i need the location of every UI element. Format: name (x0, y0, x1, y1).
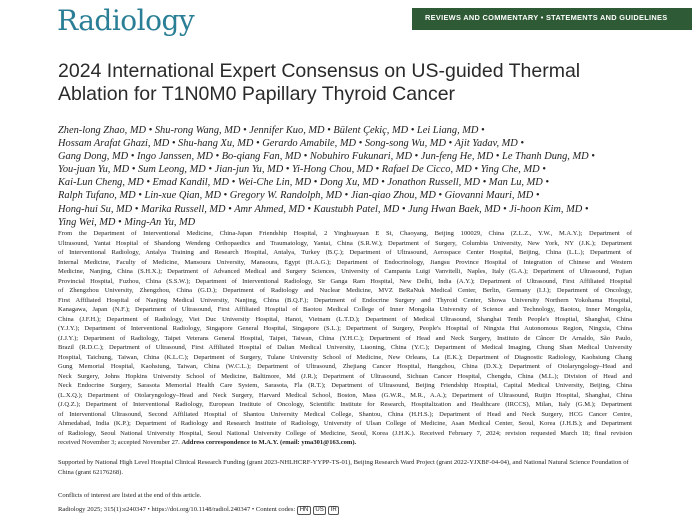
affiliation-line: Kanagawa, Japan (N.F.); Department of Ul… (58, 306, 632, 313)
journal-name: Radiology (57, 4, 195, 37)
affiliation-line: Ultrasound, Yantai Hospital of Shandong … (58, 239, 632, 247)
affiliation-line: received November 3; accepted November 2… (58, 438, 632, 448)
content-code: IR (328, 506, 340, 515)
affiliation-line: From the Department of Interventional Me… (58, 230, 632, 237)
author-line: Zhen-long Zhao, MD • Shu-rong Wang, MD •… (58, 125, 485, 136)
footer: Radiology 2025; 315(1):e240347 • https:/… (58, 506, 340, 515)
affiliation-line: Gung Memorial Hospital, Kaohsiung, Taiwa… (58, 363, 632, 370)
correspondence: Address correspondence to M.A.Y. (email:… (181, 439, 357, 446)
affiliation-line: of Radiology, Seoul National University … (58, 429, 632, 437)
content-code: HN (297, 506, 311, 515)
affiliations: From the Department of Interventional Me… (58, 229, 632, 448)
title: 2024 International Expert Consensus on U… (58, 60, 580, 106)
affiliation-line: Neck Surgery, Johns Hopkins University S… (58, 372, 632, 380)
author-line: Kai-Lun Cheng, MD • Emad Kandil, MD • We… (58, 177, 550, 189)
affiliation-line: of Zhengzhou University, Zhengzhou, Chin… (58, 287, 632, 294)
affiliation-line: (Y.J.Y.); Department of Interventional R… (58, 325, 632, 332)
affiliation-line: (J.Q.Z.); Department of Interventional R… (58, 401, 632, 408)
title-line: 2024 International Expert Consensus on U… (58, 60, 581, 82)
affiliation-line: Brazil (R.D.C.); Department of Ultrasoun… (58, 344, 632, 351)
support: Supported by National High Level Hospita… (58, 459, 629, 476)
affiliation-line: Neck Endocrine Surgery, Sarasota Memoria… (58, 382, 632, 389)
author-line: Ying Wei, MD • Ming-An Yu, MD (58, 216, 196, 228)
author-line: Hossam Arafat Ghazi, MD • Shu-hang Xu, M… (58, 138, 525, 150)
citation: Radiology 2025; 315(1):e240347 • https:/… (58, 506, 296, 513)
section-bar (412, 8, 692, 30)
affiliation-line: (J.J.Y.); Department of Radiology, Taipe… (58, 334, 632, 342)
section-label: REVIEWS AND COMMENTARY • STATEMENTS AND … (425, 13, 668, 22)
affiliation-line: Hospital, Taichung, Taiwan, China (K.L.C… (58, 353, 632, 361)
author-line: Ralph Tufano, MD • Lin-xue Qian, MD • Gr… (58, 190, 540, 202)
affiliation-line: Internal Medicine, Faculty of Medicine, … (58, 258, 632, 266)
title-line: Ablation for T1N0M0 Papillary Thyroid Ca… (58, 83, 456, 105)
affiliation-line: Provincial Hospital, Fuzhou, China (S.S.… (58, 277, 632, 285)
affiliation-line: Ahmedabad, India (K.P.); Department of R… (58, 420, 632, 427)
conflicts: Conflicts of interest are listed at the … (58, 492, 202, 499)
affiliation-line: Medicine, Nanjing, China (S.H.X.); Depar… (58, 268, 632, 275)
affiliation-line: China (J.F.H.); Department of Radiology,… (58, 315, 632, 323)
affiliation-line: of Interventional Ultrasound, Second Aff… (58, 410, 632, 418)
affiliation-line: First Affiliated Hospital of Nanjing Med… (58, 296, 632, 304)
affiliation-line: (L.X.Q.); Department of Otolaryngology–H… (58, 391, 632, 399)
affiliation-line: of Interventional Radiology, Antalya Tra… (58, 249, 632, 256)
affiliation-text: received November 3; accepted November 2… (58, 439, 180, 446)
author-line: Hong-hui Su, MD • Marika Russell, MD • A… (58, 203, 589, 215)
content-code: US (312, 506, 327, 515)
author-line: Gang Dong, MD • Ingo Janssen, MD • Bo-qi… (58, 151, 595, 163)
authors: Zhen-long Zhao, MD • Shu-rong Wang, MD •… (58, 124, 595, 229)
author-line: You-juan Yu, MD • Sum Leong, MD • Jian-j… (58, 164, 546, 176)
